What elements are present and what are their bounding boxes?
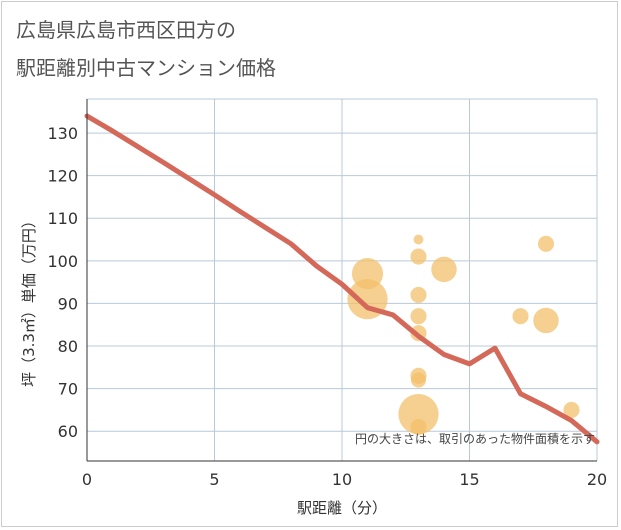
trend-line-group <box>84 113 600 445</box>
tick-labels: 0 5 10 15 20 60 70 80 90 100 110 120 130 <box>47 124 607 489</box>
y-tick-label: 80 <box>58 337 78 356</box>
grid <box>86 98 598 461</box>
bubble-point <box>413 234 424 245</box>
chart-title-line2: 駅距離別中古マンション価格 <box>16 56 276 80</box>
y-tick-label: 60 <box>58 422 78 441</box>
x-tick-label: 15 <box>459 470 479 489</box>
y-tick-label: 90 <box>58 294 78 313</box>
bubble-point <box>537 235 555 252</box>
bubble-point <box>533 307 559 334</box>
bubble-point <box>563 401 580 418</box>
bubble-point <box>512 308 529 325</box>
bubble-point <box>351 258 384 290</box>
y-tick-label: 120 <box>47 167 78 186</box>
bubble-point <box>410 418 427 435</box>
axes <box>86 99 597 462</box>
y-tick-label: 70 <box>58 380 78 399</box>
y-axis-label: 坪（3.3㎡）単価（万円） <box>20 213 38 387</box>
trend-line <box>84 113 600 445</box>
x-tick-label: 20 <box>587 470 607 489</box>
bubble-point <box>410 286 427 303</box>
bubble-point <box>431 256 457 283</box>
x-tick-label: 10 <box>332 470 352 489</box>
bubble-point <box>410 372 427 388</box>
chart-title-line1: 広島県広島市西区田方の <box>16 18 236 42</box>
y-tick-label: 100 <box>47 252 78 271</box>
y-tick-label: 110 <box>47 209 78 228</box>
bubble-point <box>410 248 427 265</box>
x-tick-label: 0 <box>82 470 92 489</box>
x-axis-label: 駅距離（分） <box>297 499 387 517</box>
x-tick-label: 5 <box>209 470 219 489</box>
bubble-point <box>410 308 427 325</box>
y-tick-label: 130 <box>47 124 78 143</box>
bubble-point <box>398 394 439 435</box>
bubble-size-note: 円の大きさは、取引のあった物件面積を示す <box>355 431 595 446</box>
